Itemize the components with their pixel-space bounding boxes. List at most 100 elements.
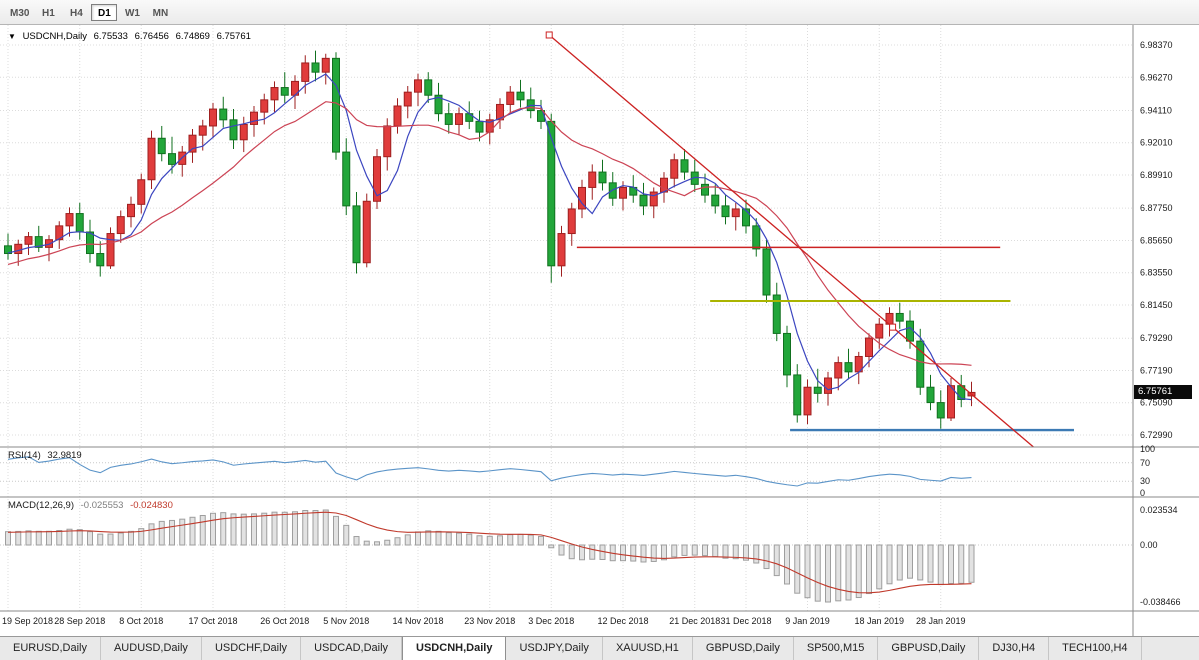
- candle-body: [455, 113, 463, 125]
- quote-high: 6.76456: [134, 31, 169, 42]
- chart-quote-line: ▼ USDCNH,Daily 6.75533 6.76456 6.74869 6…: [8, 31, 255, 42]
- macd-bar: [937, 544, 944, 586]
- candle-body: [875, 323, 884, 339]
- macd-bar: [712, 544, 719, 558]
- date-tick-label: 18 Jan 2019: [854, 616, 904, 626]
- candle-body: [434, 94, 443, 115]
- symbol-tab-usdcad-daily[interactable]: USDCAD,Daily: [301, 637, 403, 660]
- timeframe-button-m30[interactable]: M30: [10, 7, 30, 19]
- candle-body: [762, 248, 771, 296]
- macd-bar: [538, 535, 544, 546]
- candle-body: [34, 236, 43, 248]
- symbol-tab-xauusd-h1[interactable]: XAUUSD,H1: [603, 637, 693, 660]
- macd-bar: [907, 544, 913, 579]
- macd-main-value: -0.025553: [80, 500, 124, 511]
- symbol-tab-audusd-daily[interactable]: AUDUSD,Daily: [101, 637, 202, 660]
- macd-bar: [76, 529, 83, 546]
- timeframe-button-d1[interactable]: D1: [91, 3, 118, 21]
- candle-body: [670, 159, 679, 179]
- macd-bar: [743, 544, 749, 561]
- candle-body: [926, 386, 935, 404]
- candle-body: [157, 137, 166, 155]
- macd-bar: [394, 537, 401, 546]
- macd-bar: [107, 533, 114, 546]
- date-tick-label: 19 Sep 2018: [2, 616, 53, 626]
- rsi-level-label: 30: [1140, 476, 1150, 486]
- timeframe-toolbar: M30 H1 H4 D1 W1 MN: [0, 0, 1199, 25]
- candles-layer: [4, 50, 976, 429]
- timeframe-button-h4[interactable]: H4: [70, 7, 83, 19]
- macd-bar: [476, 535, 483, 546]
- macd-axis-label: 0.023534: [1140, 505, 1178, 515]
- candle-body: [701, 183, 709, 196]
- candle-body: [557, 233, 566, 267]
- price-tick-label: 6.75090: [1140, 398, 1173, 408]
- price-tick-label: 6.79290: [1140, 333, 1173, 343]
- price-axis[interactable]: 6.98370 6.96270 6.94110 6.92010 6.89910 6.877…: [1140, 40, 1181, 607]
- candle-body: [198, 125, 207, 136]
- date-tick-label: 28 Sep 2018: [54, 616, 105, 626]
- timeframe-button-h1[interactable]: H1: [42, 7, 55, 19]
- symbol-tab-usdcnh-daily[interactable]: USDCNH,Daily: [402, 637, 507, 660]
- macd-bar: [650, 544, 657, 562]
- symbol-tab-usdjpy-daily[interactable]: USDJPY,Daily: [506, 637, 603, 660]
- macd-bar: [968, 544, 975, 583]
- macd-bar: [271, 511, 278, 546]
- timeframe-button-mn[interactable]: MN: [152, 7, 169, 19]
- macd-indicator-label: MACD(12,26,9) -0.025553 -0.024830: [8, 500, 173, 511]
- symbol-tab-gbpusd-daily[interactable]: GBPUSD,Daily: [878, 637, 980, 660]
- date-tick-label: 14 Nov 2018: [392, 616, 443, 626]
- candle-body: [137, 179, 146, 205]
- macd-bar: [240, 513, 247, 546]
- drawn-objects[interactable]: [545, 31, 1074, 448]
- timeframe-button-w1[interactable]: W1: [124, 7, 140, 19]
- macd-signal-value: -0.024830: [130, 500, 173, 511]
- macd-bar: [363, 540, 370, 546]
- date-tick-label: 12 Dec 2018: [597, 616, 648, 626]
- candle-body: [813, 386, 822, 394]
- chart-symbol-dropdown-icon[interactable]: ▼: [8, 32, 16, 41]
- macd-bar: [158, 520, 165, 546]
- candle-body: [188, 134, 197, 153]
- macd-bar: [128, 530, 134, 546]
- candle-body: [834, 362, 843, 379]
- symbol-tab-sp500-m15[interactable]: SP500,M15: [794, 637, 879, 660]
- candle-body: [731, 208, 740, 218]
- macd-bar: [661, 544, 667, 561]
- macd-bar: [640, 544, 647, 563]
- macd-bar: [281, 511, 288, 546]
- macd-bar: [784, 544, 790, 585]
- candle-body: [947, 385, 955, 419]
- symbol-tab-eurusd-daily[interactable]: EURUSD,Daily: [0, 637, 101, 660]
- symbol-tab-usdchf-daily[interactable]: USDCHF,Daily: [202, 637, 302, 660]
- macd-bar: [814, 544, 821, 602]
- macd-bar: [312, 510, 319, 546]
- time-axis[interactable]: 19 Sep 2018 28 Sep 2018 8 Oct 2018 17 Oct 2…: [2, 616, 966, 626]
- candle-body: [906, 320, 914, 342]
- date-tick-label: 23 Nov 2018: [464, 616, 515, 626]
- candle-body: [106, 233, 115, 267]
- macd-bar: [804, 544, 811, 599]
- candle-body: [742, 208, 750, 227]
- candle-body: [844, 362, 853, 373]
- symbol-tab-dj30-h4[interactable]: DJ30,H4: [979, 637, 1050, 660]
- candle-body: [649, 191, 658, 207]
- date-tick-label: 28 Jan 2019: [916, 616, 966, 626]
- macd-bar: [435, 530, 442, 546]
- rsi-name: RSI(14): [8, 450, 41, 461]
- price-tick-label: 6.98370: [1140, 40, 1173, 50]
- macd-bar: [87, 531, 93, 546]
- panel-separators: [0, 25, 1199, 636]
- macd-bar: [620, 544, 626, 562]
- candle-body: [45, 239, 53, 248]
- symbol-tab-gbpusd-daily[interactable]: GBPUSD,Daily: [693, 637, 794, 660]
- macd-bar: [497, 535, 503, 546]
- candle-body: [332, 57, 340, 153]
- symbol-tab-tech100-h4[interactable]: TECH100,H4: [1049, 637, 1142, 660]
- macd-bar: [199, 515, 206, 546]
- macd-bar: [445, 532, 452, 546]
- macd-bar: [845, 544, 852, 601]
- candle-body: [250, 111, 258, 125]
- macd-bar: [374, 541, 380, 546]
